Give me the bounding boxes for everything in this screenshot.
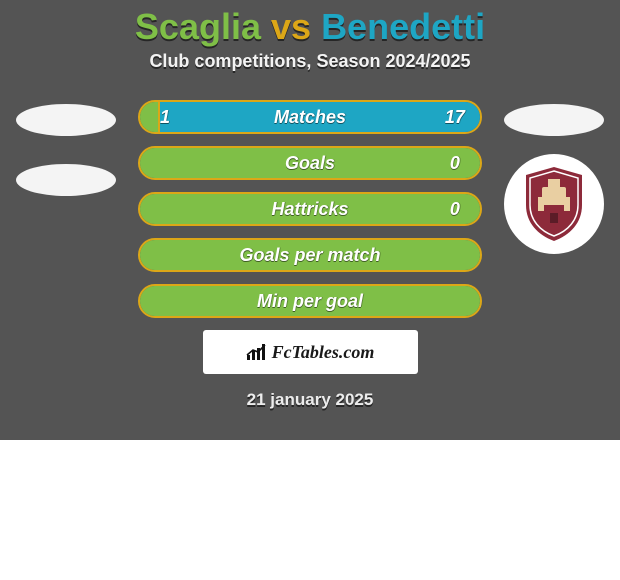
right-side	[500, 100, 608, 254]
left-side	[12, 100, 120, 196]
right-club-crest	[504, 154, 604, 254]
title-vs: vs	[271, 6, 311, 47]
right-avatar-placeholder	[504, 104, 604, 136]
stat-metric-label: Min per goal	[176, 291, 444, 312]
player-left-name: Scaglia	[135, 6, 261, 47]
stat-bar: Goals per match	[138, 238, 482, 272]
stat-right-value: 0	[444, 153, 466, 174]
stat-right-value: 17	[444, 107, 466, 128]
comparison-card: Scaglia vs Benedetti Club competitions, …	[0, 0, 620, 440]
stat-bar: Goals0	[138, 146, 482, 180]
player-right-name: Benedetti	[321, 6, 485, 47]
date-label: 21 january 2025	[12, 390, 608, 410]
page-title: Scaglia vs Benedetti	[12, 6, 608, 47]
bars-container: 1Matches17Goals0Hattricks0Goals per matc…	[138, 100, 482, 318]
stat-bar: Hattricks0	[138, 192, 482, 226]
stat-metric-label: Goals per match	[176, 245, 444, 266]
stat-metric-label: Hattricks	[176, 199, 444, 220]
content-row: 1Matches17Goals0Hattricks0Goals per matc…	[12, 100, 608, 318]
stat-bar: 1Matches17	[138, 100, 482, 134]
stat-metric-label: Goals	[176, 153, 444, 174]
subtitle: Club competitions, Season 2024/2025	[12, 51, 608, 72]
bar-chart-icon	[246, 343, 268, 361]
brand-badge: FcTables.com	[203, 330, 418, 374]
brand-logo: FcTables.com	[246, 342, 375, 363]
left-avatar-placeholder	[16, 104, 116, 136]
stat-right-value: 0	[444, 199, 466, 220]
brand-text: FcTables.com	[272, 342, 375, 363]
left-club-placeholder	[16, 164, 116, 196]
shield-icon	[520, 165, 588, 243]
stat-bar: Min per goal	[138, 284, 482, 318]
stat-left-value: 1	[154, 107, 176, 128]
stat-metric-label: Matches	[176, 107, 444, 128]
